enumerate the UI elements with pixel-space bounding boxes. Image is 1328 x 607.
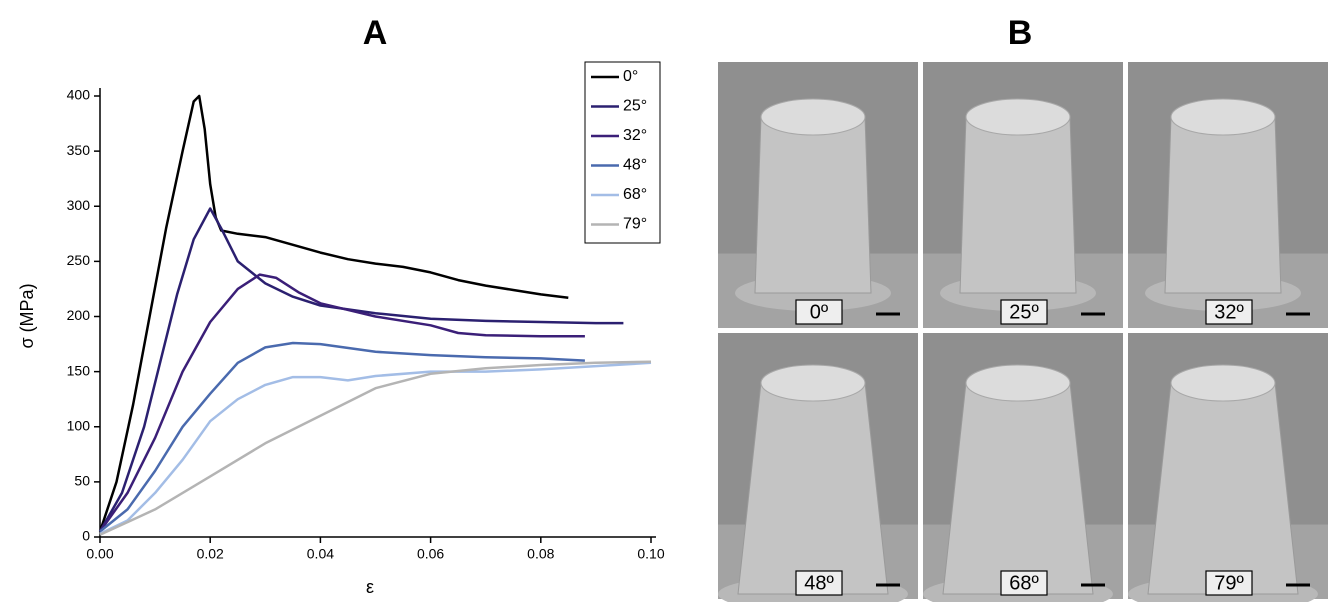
label-box — [795, 299, 843, 325]
y-tick-label: 200 — [67, 307, 91, 323]
panel-a-title: A — [363, 14, 388, 52]
label-box — [1000, 299, 1048, 325]
y-tick-label: 350 — [67, 142, 91, 158]
legend-label: 48° — [623, 157, 647, 174]
plot-area: 0 50 100 150 200 250 300 350 400 0.00 0.02 0.04 0.06… — [67, 87, 665, 562]
sem-image: 0º — [718, 62, 918, 328]
y-tick-label: 150 — [67, 362, 91, 378]
pillar-top — [760, 364, 866, 402]
sem-image: 68º — [923, 333, 1123, 602]
legend-box — [584, 61, 661, 244]
y-tick-label: 0 — [82, 528, 90, 544]
y-tick-label: 50 — [74, 473, 90, 489]
y-tick-label: 300 — [67, 197, 91, 213]
image-label: 25º — [1009, 301, 1039, 323]
series-line — [98, 273, 585, 533]
x-tick-label: 0.08 — [527, 546, 554, 562]
y-axis-label: σ (MPa) — [17, 283, 37, 348]
pillar-top — [760, 98, 866, 136]
legend: 0° 25° 32° 48° 68° 79° — [584, 61, 661, 244]
image-label: 68º — [1009, 572, 1039, 594]
series-line — [99, 361, 652, 535]
sem-image: 32º — [1128, 62, 1328, 328]
legend-label: 32° — [623, 127, 647, 144]
legend-label: 0° — [623, 68, 638, 85]
panel-b-title: B — [1008, 14, 1033, 52]
image-label: 0º — [810, 301, 829, 323]
label-box — [1000, 570, 1048, 596]
pillar-body — [754, 116, 872, 294]
series-line — [99, 341, 585, 533]
y-tick-label: 250 — [67, 252, 91, 268]
x-tick-label: 0.02 — [197, 546, 224, 562]
image-label: 48º — [804, 572, 834, 594]
label-box — [795, 570, 843, 596]
series-line — [98, 207, 624, 533]
label-box — [1205, 299, 1253, 325]
y-tick-label: 400 — [67, 87, 91, 103]
legend-label: 25° — [623, 98, 647, 115]
legend-label: 79° — [623, 216, 647, 233]
label-box — [1205, 570, 1253, 596]
pillar-top — [965, 98, 1071, 136]
pillar-body — [737, 382, 889, 595]
sem-image: 79º — [1128, 333, 1328, 602]
sem-image: 48º — [718, 333, 918, 602]
x-tick-label: 0.04 — [307, 546, 334, 562]
pillar-top — [1170, 98, 1276, 136]
pillar-body — [959, 116, 1077, 294]
x-axis-label: ε — [366, 577, 374, 597]
image-panel: 0º 25º 32º 48º 68º 79º — [718, 62, 1328, 602]
series-line — [99, 360, 652, 536]
legend-label: 68° — [623, 186, 647, 203]
pillar-body — [1164, 116, 1282, 294]
series-line — [98, 94, 569, 532]
pillar-top — [1170, 364, 1276, 402]
image-label: 79º — [1214, 572, 1244, 594]
x-tick-label: 0.00 — [86, 546, 113, 562]
pillar-body — [1147, 382, 1299, 595]
image-label: 32º — [1214, 301, 1244, 323]
x-tick-label: 0.06 — [417, 546, 444, 562]
pillar-top — [965, 364, 1071, 402]
sem-image: 25º — [923, 62, 1123, 328]
pillar-body — [942, 382, 1094, 595]
x-tick-label: 0.10 — [637, 546, 664, 562]
y-tick-label: 100 — [67, 417, 91, 433]
